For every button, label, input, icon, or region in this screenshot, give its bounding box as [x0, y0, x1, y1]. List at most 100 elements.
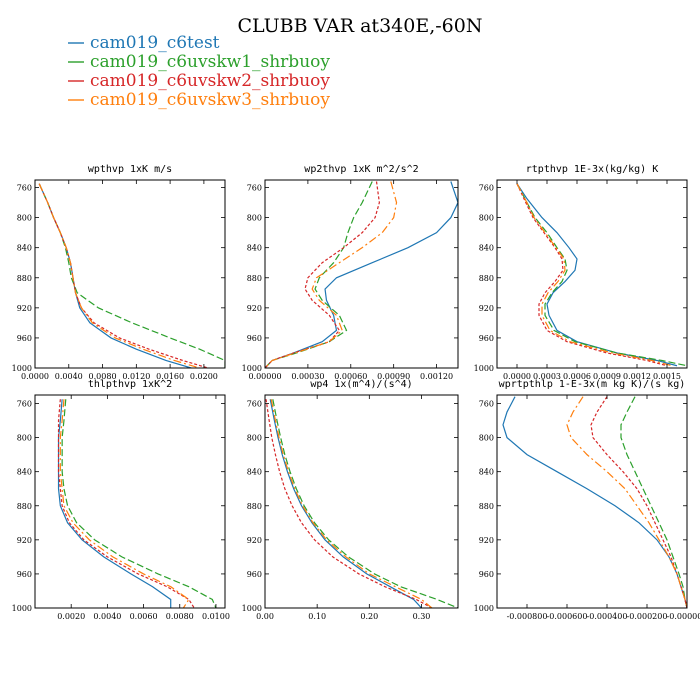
y-tick-label: 840	[17, 244, 32, 253]
legend-entry: cam019_c6uvskw3_shrbuoy	[90, 90, 330, 110]
panel-title: wp4 1x(m^4)/(s^4)	[310, 379, 412, 390]
y-tick-label: 840	[479, 468, 494, 477]
x-tick-label: 0.0003	[533, 372, 561, 381]
panel-title: rtpthvp 1E-3x(kg/kg) K	[526, 164, 658, 175]
chart-panel: wpthvp 1xK m/s76080084088092096010000.00…	[12, 164, 226, 381]
y-tick-label: 800	[17, 434, 32, 443]
x-tick-label: 0.00000	[248, 372, 281, 381]
x-tick-label: 0.0000	[21, 372, 49, 381]
y-tick-label: 1000	[12, 604, 32, 613]
plot-frame	[34, 179, 226, 369]
y-tick-label: 960	[247, 334, 262, 343]
y-tick-label: 760	[479, 400, 494, 409]
x-tick-label: 0.0200	[190, 372, 218, 381]
y-tick-label: 960	[479, 570, 494, 579]
y-tick-label: 960	[17, 334, 32, 343]
y-tick-label: 960	[479, 334, 494, 343]
y-tick-label: 1000	[242, 604, 262, 613]
y-tick-label: 880	[247, 274, 262, 283]
series-line	[38, 183, 200, 368]
panel-title: wp2thvp 1xK m^2/s^2	[304, 164, 418, 175]
y-tick-label: 760	[247, 184, 262, 193]
series-line	[61, 399, 217, 608]
y-tick-label: 840	[247, 468, 262, 477]
plot-frame	[496, 179, 688, 369]
y-tick-label: 800	[247, 214, 262, 223]
y-tick-label: 880	[17, 274, 32, 283]
y-tick-label: 1000	[474, 604, 494, 613]
y-tick-label: 1000	[242, 364, 262, 373]
x-tick-label: 0.20	[360, 612, 378, 621]
y-tick-label: 920	[479, 304, 494, 313]
y-tick-label: 800	[479, 434, 494, 443]
series-line	[269, 399, 422, 608]
series-line	[38, 183, 225, 368]
y-tick-label: 880	[17, 502, 32, 511]
panel-title: wprtpthlp 1-E-3x(m kg K)/(s kg)	[499, 379, 686, 390]
x-tick-label: 0.0160	[156, 372, 184, 381]
legend-entry: cam019_c6test	[90, 33, 220, 53]
x-tick-label: -0.000400	[587, 612, 628, 621]
legend-entry: cam019_c6uvskw1_shrbuoy	[90, 52, 330, 72]
chart-panel: wp2thvp 1xK m^2/s^2 760 800 840 880 920 960 100…	[242, 164, 459, 381]
series-line	[516, 183, 687, 367]
y-tick-label: 920	[479, 536, 494, 545]
y-tick-label: 1000	[474, 364, 494, 373]
chart-panel: wprtpthlp 1-E-3x(m kg K)/(s kg) 760 800 840…	[474, 379, 700, 621]
y-tick-label: 760	[479, 184, 494, 193]
y-tick-label: 920	[17, 536, 32, 545]
y-tick-label: 840	[479, 244, 494, 253]
y-tick-label: 840	[17, 468, 32, 477]
x-tick-label: 0.00060	[334, 372, 367, 381]
series-line	[516, 183, 668, 367]
y-tick-label: 960	[17, 570, 32, 579]
x-tick-label: 0.0080	[89, 372, 117, 381]
plot-frame	[264, 179, 459, 369]
y-tick-label: 760	[247, 400, 262, 409]
x-tick-label: 0.0100	[202, 612, 230, 621]
series-line	[272, 399, 458, 608]
series-line	[516, 183, 673, 367]
chart-panel: rtpthvp 1E-3x(kg/kg) K 760 800 840 880 920 960…	[474, 164, 688, 381]
y-tick-label: 920	[17, 304, 32, 313]
x-tick-label: 0.0080	[166, 612, 194, 621]
x-tick-label: -0.000600	[547, 612, 588, 621]
x-tick-label: 0.00030	[291, 372, 324, 381]
y-tick-label: 760	[17, 400, 32, 409]
figure-title: CLUBB VAR at340E,-60N	[238, 15, 483, 37]
series-line	[59, 399, 190, 608]
x-tick-label: 0.0000	[503, 372, 531, 381]
y-tick-label: 960	[247, 570, 262, 579]
plot-frame	[34, 394, 226, 609]
y-tick-label: 880	[479, 502, 494, 511]
panel-grid: wpthvp 1xK m/s76080084088092096010000.00…	[12, 164, 700, 621]
x-tick-label: 0.00090	[377, 372, 410, 381]
x-tick-label: 0.0060	[130, 612, 158, 621]
y-tick-label: 880	[247, 502, 262, 511]
y-tick-label: 800	[17, 214, 32, 223]
x-tick-label: 0.0006	[563, 372, 591, 381]
y-tick-label: 800	[479, 214, 494, 223]
chart-panel: wp4 1x(m^4)/(s^4) 760 800 840 880 920 960 1000 0…	[242, 379, 459, 621]
series-line	[265, 181, 398, 368]
x-tick-label: 0.00120	[420, 372, 453, 381]
y-tick-label: 840	[247, 244, 262, 253]
series-line	[566, 396, 687, 608]
plot-frame	[264, 394, 459, 609]
y-tick-label: 800	[247, 434, 262, 443]
x-tick-label: 0.0012	[623, 372, 651, 381]
y-tick-label: 920	[247, 536, 262, 545]
chart-panel: thlpthvp 1xK^2 760 800 840 880 920 960 1000 0.00…	[12, 379, 230, 621]
y-tick-label: 920	[247, 304, 262, 313]
x-tick-label: 0.0015	[653, 372, 681, 381]
legend-entry: cam019_c6uvskw2_shrbuoy	[90, 71, 330, 91]
x-tick-label: 0.0020	[57, 612, 85, 621]
figure-legend: cam019_c6testcam019_c6uvskw1_shrbuoycam0…	[68, 33, 330, 110]
y-tick-label: 880	[479, 274, 494, 283]
series-line	[620, 396, 687, 608]
series-line	[265, 181, 373, 368]
series-line	[265, 181, 458, 368]
x-tick-label: -0.000800	[507, 612, 548, 621]
